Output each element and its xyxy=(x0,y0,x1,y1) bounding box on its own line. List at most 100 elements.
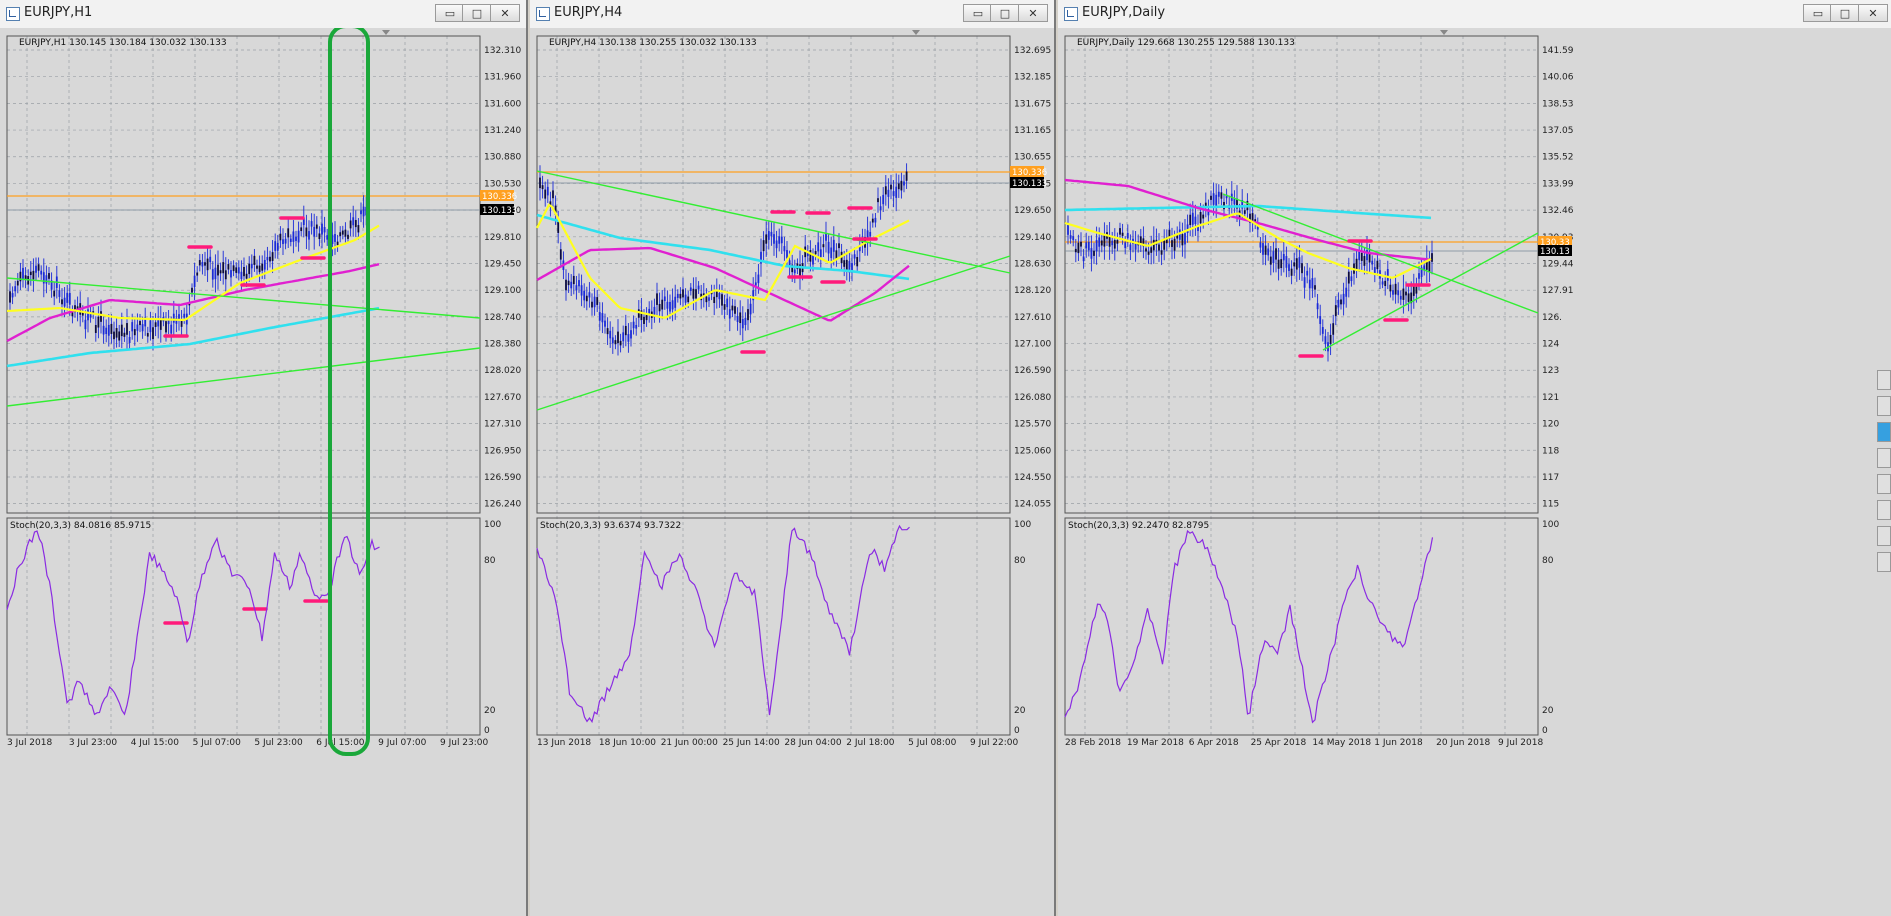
chart-window-daily[interactable]: EURJPY,Daily ▭ □ ✕ 141.59 140.06 138.53 137… xyxy=(1058,0,1891,916)
price-tick-label: 117 xyxy=(1542,473,1559,483)
moving-average-magenta xyxy=(6,263,380,343)
candle-body xyxy=(747,309,749,321)
trendline xyxy=(1322,232,1539,351)
candle-body xyxy=(256,265,258,269)
window-titlebar[interactable]: EURJPY,H4 ▭ □ ✕ xyxy=(530,0,1054,29)
stoch-info-label: Stoch(20,3,3) 93.6374 93.7322 xyxy=(540,521,681,531)
chart-shift-marker xyxy=(912,30,920,35)
candle-body xyxy=(1251,213,1254,223)
candle-body xyxy=(856,257,859,267)
arrow-icon[interactable] xyxy=(1877,474,1891,494)
price-tick-label: 131.600 xyxy=(484,99,521,109)
candle-body xyxy=(775,240,778,249)
diamond-icon[interactable] xyxy=(1877,448,1891,468)
close-button[interactable]: ✕ xyxy=(1018,4,1048,22)
candle-body xyxy=(1217,191,1220,197)
cursor-icon[interactable] xyxy=(1877,396,1891,416)
moving-average-cyan xyxy=(1064,204,1432,220)
minimize-button[interactable]: ▭ xyxy=(963,4,993,22)
candle-body xyxy=(882,194,885,205)
price-chart-svg[interactable]: 141.59 140.06 138.53 137.05 135.52 133.99 132.… xyxy=(1058,28,1891,916)
candle-body xyxy=(1165,237,1168,244)
candle-body xyxy=(1363,256,1366,266)
price-chart-svg[interactable]: 132.695 132.185 131.675 131.165 130.655 130.1… xyxy=(530,28,1054,916)
window-titlebar[interactable]: EURJPY,H1 ▭ □ ✕ xyxy=(0,0,526,29)
gear-icon[interactable] xyxy=(1877,526,1891,546)
minimize-button[interactable]: ▭ xyxy=(1803,4,1833,22)
candle-body xyxy=(676,293,679,298)
price-tick-label: 128.120 xyxy=(1014,286,1051,296)
candle-body xyxy=(1256,225,1259,230)
candle-body xyxy=(658,303,661,312)
price-tick-label: 141.59 xyxy=(1542,46,1574,56)
candle-body xyxy=(123,332,126,337)
candle-body xyxy=(643,316,645,324)
candle-body xyxy=(29,271,32,276)
candle-body xyxy=(845,259,848,270)
candle-body xyxy=(1173,238,1176,251)
stoch-tick-label: 0 xyxy=(484,726,490,736)
candle-body xyxy=(741,319,744,329)
list-icon[interactable] xyxy=(1877,552,1891,572)
maximize-button[interactable]: □ xyxy=(462,4,492,22)
eye-icon[interactable] xyxy=(1877,422,1891,442)
close-button[interactable]: ✕ xyxy=(490,4,520,22)
candle-body xyxy=(1215,194,1218,207)
candle-body xyxy=(1189,214,1192,226)
window-titlebar[interactable]: EURJPY,Daily ▭ □ ✕ xyxy=(1058,0,1891,29)
chart-window-h4[interactable]: EURJPY,H4 ▭ □ ✕ 132.695 132.185 131.675 131… xyxy=(530,0,1056,916)
candle-body xyxy=(16,280,19,286)
candle-body xyxy=(352,217,355,226)
candle-body xyxy=(146,333,149,337)
candle-body xyxy=(1199,212,1202,224)
stoch-tick-label: 100 xyxy=(1014,520,1031,530)
chart-window-h1[interactable]: EURJPY,H1 ▭ □ ✕ 132.310 131.960 131.600 131… xyxy=(0,0,528,916)
copy-icon[interactable] xyxy=(1877,500,1891,520)
candle-body xyxy=(1233,198,1236,205)
candle-body xyxy=(362,206,365,217)
candle-body xyxy=(1329,334,1332,344)
candle-body xyxy=(105,327,108,335)
time-axis-label: 13 Jun 2018 xyxy=(537,738,591,748)
maximize-button[interactable]: □ xyxy=(990,4,1020,22)
current-price-label: 130.13 xyxy=(1540,247,1570,257)
trendline xyxy=(536,170,1011,274)
candle-body xyxy=(126,323,128,335)
candle-body xyxy=(866,230,869,243)
candle-body xyxy=(318,233,321,240)
candle-body xyxy=(222,262,225,274)
price-tick-label: 130.530 xyxy=(484,179,521,189)
candle-body xyxy=(718,293,721,300)
time-axis-label: 3 Jul 2018 xyxy=(7,738,52,748)
candle-body xyxy=(289,238,292,243)
candle-body xyxy=(180,319,183,327)
candle-body xyxy=(762,240,765,252)
price-tick-label: 120 xyxy=(1542,420,1559,430)
candle-body xyxy=(892,191,895,197)
candle-body xyxy=(786,250,788,259)
level-price-tag xyxy=(1010,166,1044,177)
close-button[interactable]: ✕ xyxy=(1858,4,1888,22)
candle-body xyxy=(1262,243,1264,255)
candle-body xyxy=(154,322,157,327)
candle-body xyxy=(235,267,238,273)
candle-body xyxy=(1186,224,1189,233)
candle-body xyxy=(1392,290,1394,295)
candle-body xyxy=(1095,240,1098,252)
price-tick-label: 124.550 xyxy=(1014,473,1051,483)
time-axis-label: 3 Jul 23:00 xyxy=(69,738,118,748)
candle-body xyxy=(598,312,601,321)
moving-average-magenta xyxy=(536,246,910,322)
candle-body xyxy=(22,267,24,279)
candle-body xyxy=(726,298,729,308)
minimize-button[interactable]: ▭ xyxy=(435,4,465,22)
candle-body xyxy=(1145,248,1147,252)
maximize-button[interactable]: □ xyxy=(1830,4,1860,22)
eye-icon[interactable] xyxy=(1877,370,1891,390)
candle-body xyxy=(133,329,136,336)
candle-body xyxy=(193,275,196,288)
candle-body xyxy=(1069,235,1072,239)
stoch-tick-label: 20 xyxy=(1542,706,1554,716)
price-chart-svg[interactable]: 132.310 131.960 131.600 131.240 130.880 130.5… xyxy=(0,28,526,916)
candle-body xyxy=(1121,232,1124,236)
